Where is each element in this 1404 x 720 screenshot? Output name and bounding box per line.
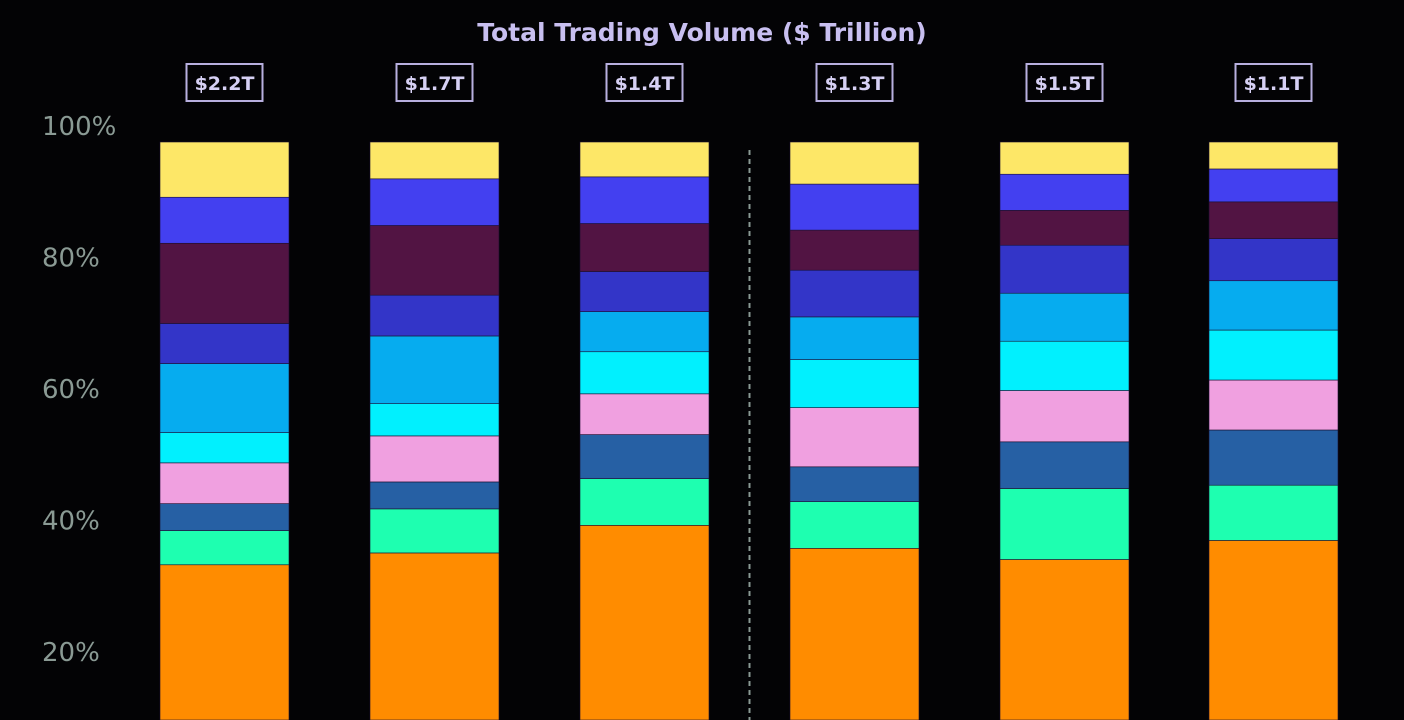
bar-segment	[999, 441, 1130, 489]
bar-segment	[579, 223, 710, 272]
bar-segment	[369, 335, 500, 404]
chart-title: Total Trading Volume ($ Trillion)	[477, 18, 927, 47]
bar-segment	[1208, 280, 1339, 331]
bar-segment	[999, 340, 1130, 391]
total-label-box	[185, 63, 264, 102]
bar-segment	[1208, 168, 1339, 203]
bar-segment	[1208, 238, 1339, 282]
total-label: $1.5T	[1035, 73, 1095, 95]
bar-segment	[1208, 540, 1339, 720]
bar-segment	[999, 210, 1130, 246]
bar-segment	[369, 552, 500, 720]
bar-segment	[789, 359, 920, 408]
y-tick-label: 100%	[42, 112, 116, 142]
y-tick-label: 20%	[42, 638, 100, 668]
bar-segment	[999, 141, 1130, 175]
bar-segment	[789, 183, 920, 231]
bar-segment	[579, 311, 710, 353]
bar-segment	[579, 141, 710, 178]
bar-segment	[159, 503, 290, 531]
bar-segment	[789, 316, 920, 360]
y-tick-label: 40%	[42, 507, 100, 537]
bar-segment	[159, 564, 290, 720]
bar-segment	[369, 178, 500, 226]
bar-segment	[369, 481, 500, 510]
bar-segment	[1208, 379, 1339, 431]
total-label: $1.1T	[1244, 73, 1304, 95]
bar-segment	[1208, 141, 1339, 170]
bar-segment	[1208, 201, 1339, 239]
bar-segment	[999, 390, 1130, 443]
total-label-box	[1025, 63, 1104, 102]
bar-segment	[369, 225, 500, 296]
bar-segment	[999, 244, 1130, 294]
total-label: $1.3T	[825, 73, 885, 95]
bar-segment	[159, 363, 290, 433]
bar-segment	[159, 432, 290, 464]
y-tick-label: 80%	[42, 244, 100, 274]
bar-segment	[159, 462, 290, 504]
bar-segment	[1208, 484, 1339, 541]
bar-segment	[1208, 329, 1339, 381]
total-label-box	[1234, 63, 1313, 102]
bar-segment	[369, 141, 500, 180]
bar-segment	[999, 292, 1130, 342]
total-label-box	[605, 63, 684, 102]
bar-segment	[579, 176, 710, 224]
total-label-box	[815, 63, 894, 102]
bar-segment	[579, 525, 710, 720]
bar-segment	[789, 141, 920, 185]
bar-segment	[789, 407, 920, 468]
bar-segment	[579, 393, 710, 435]
bar-segment	[159, 242, 290, 324]
bar-segment	[369, 403, 500, 437]
bar-segment	[579, 434, 710, 479]
bar-segment	[579, 351, 710, 395]
bar-segment	[369, 435, 500, 483]
bar-segment	[579, 271, 710, 312]
bar-segment	[789, 548, 920, 720]
bar-segment	[159, 196, 290, 244]
bar-segment	[159, 530, 290, 566]
total-label: $1.7T	[405, 73, 465, 95]
bar-segment	[369, 508, 500, 554]
bar-segment	[999, 173, 1130, 211]
total-label-box	[395, 63, 474, 102]
bar-segment	[159, 141, 290, 198]
total-label: $1.4T	[615, 73, 675, 95]
bar-segment	[789, 229, 920, 271]
bar-segment	[369, 294, 500, 337]
bar-segment	[159, 323, 290, 364]
bar-segment	[789, 269, 920, 318]
bar-segment	[789, 501, 920, 549]
bar-segment	[579, 478, 710, 526]
bar-segment	[999, 559, 1130, 720]
bar-segment	[1208, 429, 1339, 486]
total-label: $2.2T	[195, 73, 255, 95]
bar-segment	[789, 466, 920, 502]
y-tick-label: 60%	[42, 375, 100, 405]
bar-segment	[999, 488, 1130, 560]
